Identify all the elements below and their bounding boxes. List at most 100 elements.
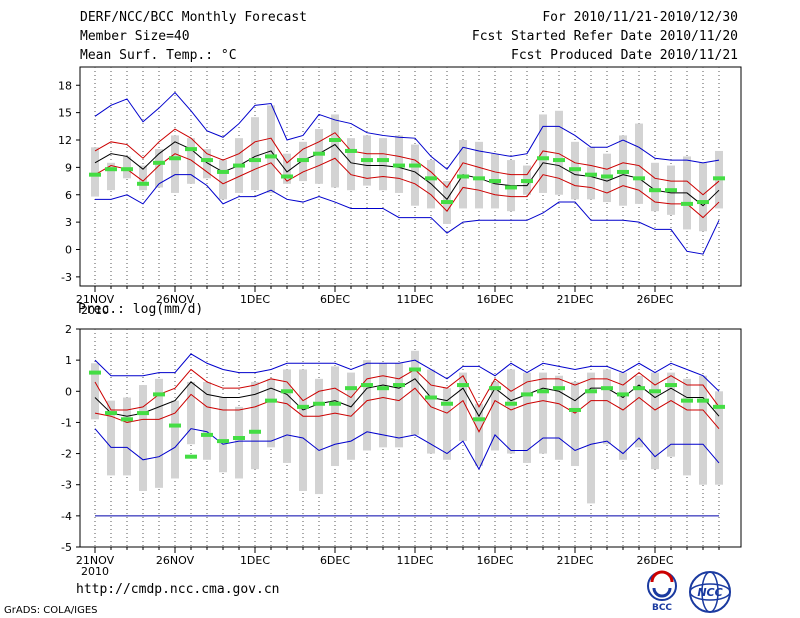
temp-box (107, 162, 115, 191)
prec-box (379, 363, 387, 448)
temp-xtick-label: 11DEC (396, 293, 433, 306)
temp-box (411, 144, 419, 206)
temp-median-marker (425, 176, 437, 181)
prec-median-marker (601, 386, 613, 391)
prec-box (283, 369, 291, 463)
ncc-logo-text: NCC (697, 586, 722, 599)
temp-median-marker (649, 188, 661, 193)
temp-median-marker (185, 147, 197, 152)
temp-box (315, 129, 323, 184)
prec-box (539, 372, 547, 454)
prec-box (635, 375, 643, 448)
prec-median-marker (409, 367, 421, 372)
temp-mean-line (94, 141, 720, 207)
temp-xtick-label: 6DEC (320, 293, 350, 306)
temp-median-marker (681, 201, 693, 206)
temp-median-marker (521, 179, 533, 184)
temp-median-marker (473, 176, 485, 181)
temp-ytick-label: 18 (58, 79, 72, 92)
prec-median-marker (569, 407, 581, 412)
prec-box (171, 400, 179, 479)
prec-box (683, 378, 691, 476)
temp-box (187, 138, 195, 184)
prec-box (699, 375, 707, 485)
prec-box (651, 372, 659, 470)
temp-box (171, 135, 179, 193)
prec-box (187, 381, 195, 445)
prec-box (251, 381, 259, 470)
prec-median-marker (489, 386, 501, 391)
prec-median-marker (121, 417, 133, 422)
prec-box (603, 369, 611, 445)
temp-box (379, 138, 387, 191)
temp-box (539, 114, 547, 193)
temp-median-marker (665, 188, 677, 193)
bcc-logo: BCC (647, 570, 677, 613)
prec-median-marker (361, 383, 373, 388)
temp-median-marker (409, 163, 421, 168)
prec-lower-line (94, 387, 720, 433)
temp-median-marker (377, 158, 389, 163)
prec-ytick-label: 1 (65, 354, 72, 367)
prec-ytick-label: 0 (65, 385, 72, 398)
temp-median-marker (329, 138, 341, 142)
prec-median-marker (521, 392, 533, 397)
temp-xtick-label: 21NOV (76, 293, 115, 306)
prec-box (619, 372, 627, 460)
chart-title: DERF/NCC/BCC Monthly Forecast (80, 10, 307, 25)
temp-ytick-label: 15 (58, 107, 72, 120)
member-size: Member Size=40 (80, 29, 190, 44)
prec-median-marker (329, 401, 341, 406)
temp-ytick-label: 9 (65, 161, 72, 174)
temp-box (267, 105, 275, 193)
prec-box (363, 360, 371, 451)
temp-max-line (94, 91, 720, 170)
temp-box (331, 114, 339, 188)
temp-median-marker (441, 200, 453, 205)
prec-box (667, 372, 675, 457)
temp-box (699, 162, 707, 232)
prec-median-marker (633, 386, 645, 391)
prec-xtick-label: 16DEC (476, 554, 513, 567)
prec-median-marker (697, 398, 709, 403)
temp-median-marker (489, 179, 501, 184)
prec-median-marker (249, 429, 261, 434)
prec-box (299, 369, 307, 491)
prec-median-marker (297, 404, 309, 409)
prec-median-marker (665, 383, 677, 388)
temp-ytick-label: 6 (65, 189, 72, 202)
prec-ytick-label: -3 (61, 479, 72, 492)
ncc-logo: NCC (689, 571, 731, 613)
prec-median-marker (553, 386, 565, 391)
temp-median-marker (233, 163, 245, 168)
temp-xtick-label: 1DEC (240, 293, 270, 306)
prec-xtick-label: 26DEC (636, 554, 673, 567)
forecast-period: For 2010/11/21-2010/12/30 (542, 10, 738, 25)
prec-xtick-label: 1DEC (240, 554, 270, 567)
prec-median-marker (201, 432, 213, 437)
produced-date: Fcst Produced Date 2010/11/21 (511, 48, 738, 63)
prec-year-label: 2010 (81, 565, 109, 578)
prec-box (523, 372, 531, 463)
prec-median-marker (457, 383, 469, 388)
temp-box (651, 162, 659, 212)
prec-box (555, 375, 563, 460)
temp-median-marker (217, 169, 229, 174)
prec-box (475, 403, 483, 467)
prec-median-marker (233, 436, 245, 440)
prec-min-line (94, 428, 720, 471)
prec-box (203, 381, 211, 460)
prec-box (443, 388, 451, 460)
temp-median-marker (105, 167, 117, 172)
prec-box (491, 381, 499, 451)
temp-median-marker (137, 181, 149, 186)
prec-median-marker (441, 401, 453, 406)
source-url[interactable]: http://cmdp.ncc.cma.gov.cn (76, 582, 280, 597)
temp-median-marker (249, 158, 261, 163)
prec-box (571, 381, 579, 467)
prec-ytick-label: 2 (65, 323, 72, 336)
prec-ytick-label: -5 (61, 541, 72, 554)
temp-xtick-label: 26NOV (156, 293, 195, 306)
temp-median-marker (601, 174, 613, 179)
prec-mean-line (94, 378, 720, 418)
